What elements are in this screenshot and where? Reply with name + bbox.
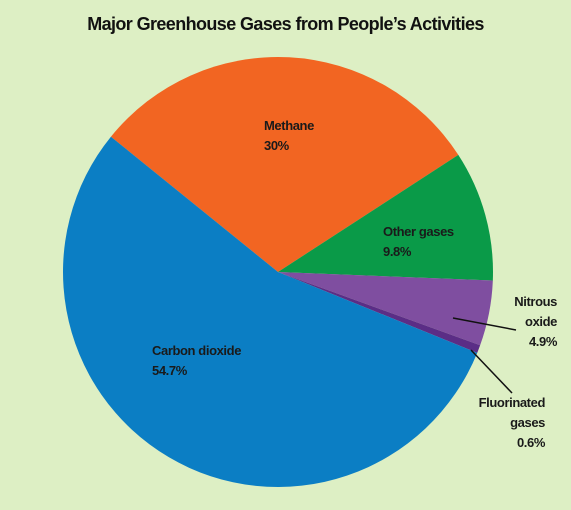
value-label: 30% (264, 138, 289, 153)
category-label: Nitrous oxide (514, 294, 557, 329)
slice-label: Fluorinated gases 0.6% (455, 393, 546, 453)
category-label: Fluorinated gases (478, 395, 546, 430)
slice-label: Carbon dioxide 54.7% (152, 341, 272, 381)
slice-label: Nitrous oxide 4.9% (487, 292, 557, 352)
pie-slice (62, 136, 478, 488)
category-label: Methane (264, 118, 314, 133)
leader-line (452, 317, 517, 331)
pie-slice (278, 154, 493, 281)
value-label: 0.6% (516, 435, 545, 450)
pie-slice (278, 272, 481, 353)
value-label: 9.8% (383, 244, 412, 259)
leader-line (470, 349, 513, 394)
value-label: 54.7% (152, 363, 187, 378)
category-label: Other gases (383, 224, 454, 239)
pie-slice (278, 272, 493, 346)
slice-label: Other gases 9.8% (383, 222, 473, 262)
value-label: 4.9% (528, 334, 557, 349)
chart-title: Major Greenhouse Gases from People’s Act… (87, 14, 484, 34)
pie-slice (110, 56, 459, 272)
category-label: Carbon dioxide (152, 343, 242, 358)
slice-label: Methane 30% (264, 116, 354, 156)
